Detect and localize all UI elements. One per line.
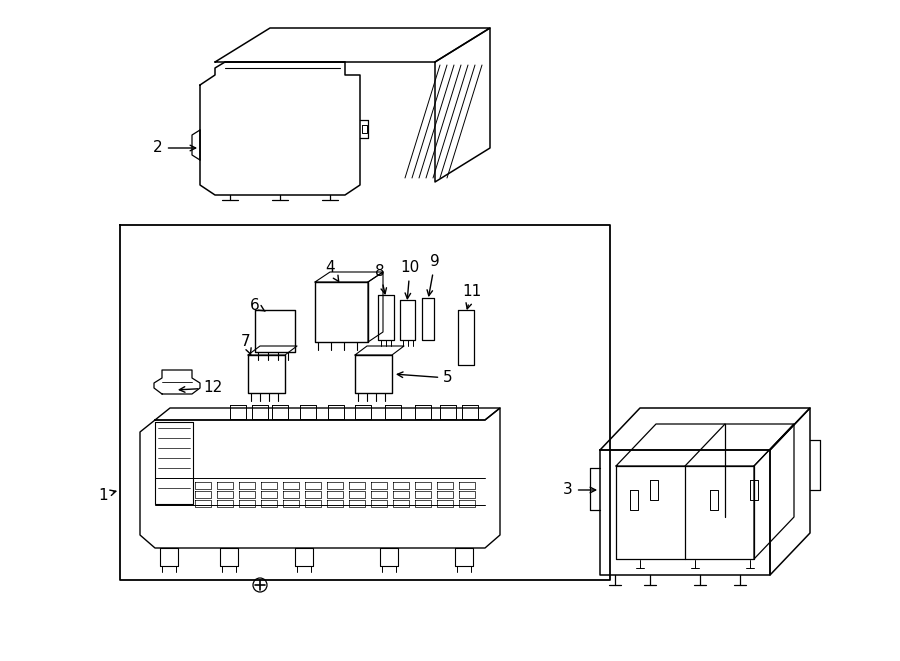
Text: 4: 4 xyxy=(325,260,338,282)
Text: 1: 1 xyxy=(98,488,116,502)
Text: 8: 8 xyxy=(375,264,386,293)
Text: 10: 10 xyxy=(400,260,419,299)
Text: 6: 6 xyxy=(250,297,266,313)
Text: 7: 7 xyxy=(241,334,251,355)
Text: 2: 2 xyxy=(153,141,195,155)
Text: 12: 12 xyxy=(179,381,222,395)
Text: 3: 3 xyxy=(563,483,596,498)
Text: 9: 9 xyxy=(428,254,440,295)
Text: 5: 5 xyxy=(397,371,453,385)
Text: 11: 11 xyxy=(463,284,482,309)
